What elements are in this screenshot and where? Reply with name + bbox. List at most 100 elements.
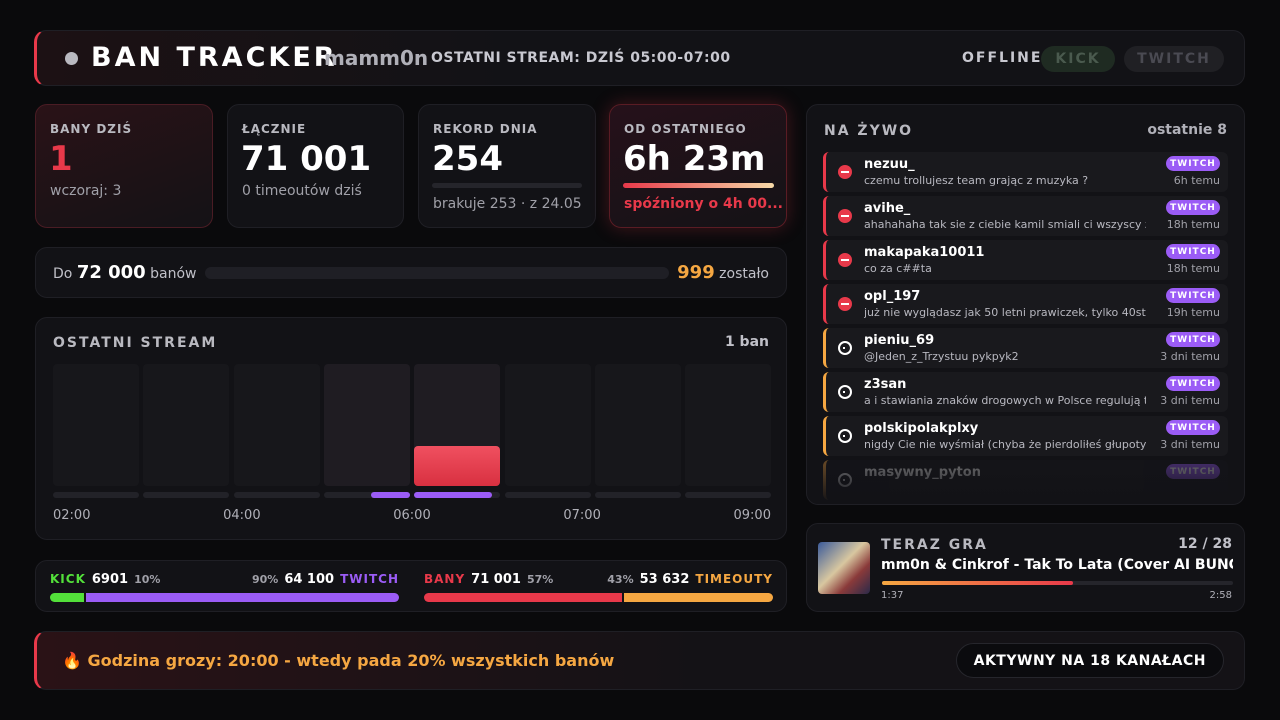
status: OFFLINE [962,50,1043,66]
split-segment [424,593,622,602]
timeout-icon [838,385,852,399]
np-track [882,581,1233,585]
split-share: 43% [607,573,634,586]
message: co za c##ta [864,262,932,275]
chart-title: OSTATNI STREAM [53,335,218,351]
time-ago: 3 dni temu [1160,350,1220,363]
x-tick-label: 04:00 [223,508,261,523]
x-axis: 02:00 04:00 06:00 07:00 09:00 [53,508,771,523]
split-share: 90% [251,573,279,586]
platform-badge: TWITCH [1166,156,1220,171]
message: już nie wyglądasz jak 50 letni prawiczek… [864,306,1146,319]
bin-track [594,492,681,498]
icon-glyph [841,303,849,305]
icon-glyph [841,215,849,217]
stat-card: ŁĄCZNIE 71 001 0 timeoutów dziś [227,104,404,228]
message: a i stawiania znaków drogowych w Polsce … [864,394,1146,407]
username: z3san [864,377,907,392]
stat-sub: 0 timeoutów dziś [242,183,362,199]
ban-icon [838,253,852,267]
split-name: BANY [424,572,466,586]
platform-badge: TWITCH [1166,376,1220,391]
bin-track [504,492,591,498]
split-count: 53 632 [639,572,690,587]
remaining-value: 999 [677,262,715,283]
bin-bar [414,446,501,486]
stat-card: REKORD DNIA 254 brakuje 253 · z 24.05 [418,104,596,228]
time-ago: 19h temu [1166,306,1220,319]
time-bin [323,364,410,486]
timeout-icon [838,341,852,355]
live-marker [414,492,493,498]
username: polskipolakplxy [864,421,979,436]
bin-track [143,492,230,498]
platform-pill: TWITCH [1124,46,1224,72]
feed-item: z3san a i stawiania znaków drogowych w Po… [823,372,1228,412]
split-count: 71 001 [471,572,521,587]
time-ago: 3 dni temu [1160,438,1220,451]
goal-unit: banów [150,266,197,282]
username: avihe_ [864,201,911,216]
split-name: KICK [50,572,86,586]
ban-icon [838,209,852,223]
icon-glyph [843,391,845,393]
time-bin [53,364,139,486]
platform-badge: TWITCH [1166,200,1220,215]
split-bar [424,593,773,602]
icon-glyph [843,347,845,349]
time-ago: 3 dni temu [1160,394,1220,407]
time-bin [594,364,681,486]
x-tick-label: 09:00 [733,508,771,523]
feed-title: NA ŻYWO [824,123,914,139]
x-tick-label: 02:00 [53,508,91,523]
message: czemu trollujesz team grając z muzyka ? [864,174,1089,187]
status-dot [65,52,78,65]
stat-card: BANY DZIŚ 1 wczoraj: 3 [35,104,213,228]
time-bin [504,364,591,486]
split-bar [50,593,399,602]
live-feed: NA ŻYWO ostatnie 8 nezuu_ czemu trollujes… [806,104,1245,505]
split-side: 90% 64 100 TWITCH [252,572,399,587]
time-bin [685,364,772,486]
username: nezuu_ [864,157,915,172]
username: opl_197 [864,289,921,304]
split-panel: KICK 6901 10% 90% 64 100 TWITCH BANY 71 001 57% 4… [35,560,787,612]
alert: 🔥 Godzina grozy: 20:00 - wtedy pada 20% … [62,651,615,670]
footer: 🔥 Godzina grozy: 20:00 - wtedy pada 20% … [34,631,1245,690]
stat-sub: brakuje 253 · z 24.05 [433,196,582,212]
username: pieniu_69 [864,333,935,348]
now-playing: TERAZ GRA 12 / 28 mm0n & Cinkrof - Tak T… [806,523,1245,612]
stat-label: OD OSTATNIEGO [624,122,747,136]
split-segment [85,593,399,602]
bin-track [685,492,772,498]
overdue-bar [623,183,774,188]
stat-label: BANY DZIŚ [50,122,133,136]
feed-item: polskipolakplxy nigdy Cie nie wyśmiał (ch… [823,416,1228,456]
goal-prefix: Do [53,266,73,282]
remaining-label: zostało [719,266,769,282]
split-share: 57% [526,573,554,586]
time-ago: 18h temu [1166,218,1220,231]
platform-badge: TWITCH [1166,332,1220,347]
split-count: 6901 [91,572,129,587]
split-side: KICK 6901 10% [50,572,160,587]
time-ago: 18h temu [1166,262,1220,275]
chart-summary: 1 ban [724,334,769,350]
feed-item: opl_197 już nie wyglądasz jak 50 letni pr… [823,284,1228,324]
np-title: mm0n & Cinkrof - Tak To Lata (Cover AI B… [881,557,1233,573]
time-bin [233,364,320,486]
message: ahahahaha tak sie z ciebie kamil smiali … [864,218,1146,231]
np-duration: 2:58 [1209,590,1232,601]
stat-value: 1 [49,139,73,179]
time-bin [143,364,230,486]
stat-value: 254 [432,139,503,179]
goal-track [205,267,669,279]
feed-item: avihe_ ahahahaha tak sie z ciebie kamil s… [823,196,1228,236]
platform-badge: TWITCH [1166,420,1220,435]
message: nigdy Cie nie wyśmiał (chyba że pierdoli… [864,438,1146,451]
feed-item: makapaka10011 co za c##ta TWITCH 18h temu [823,240,1228,280]
split-side: BANY 71 001 57% [424,572,553,587]
username: makapaka10011 [864,245,985,260]
icon-glyph [843,435,845,437]
platform-pill: KICK [1041,46,1115,72]
